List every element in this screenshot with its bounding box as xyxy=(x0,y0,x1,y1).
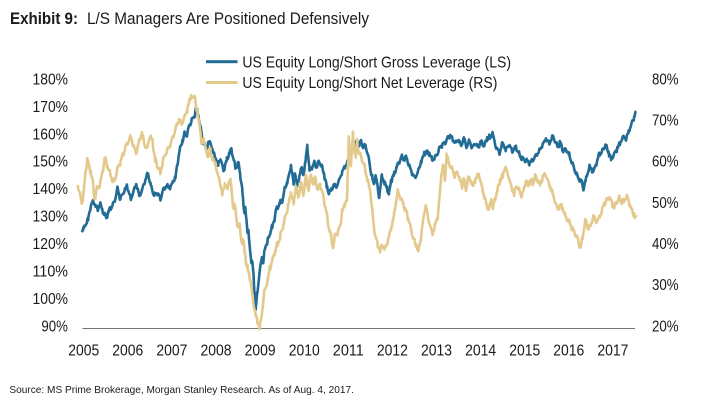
svg-text:170%: 170% xyxy=(33,99,69,116)
svg-text:2008: 2008 xyxy=(201,343,232,360)
svg-text:2014: 2014 xyxy=(465,343,496,360)
svg-text:Source: MS Prime Brokerage, Mo: Source: MS Prime Brokerage, Morgan Stanl… xyxy=(9,384,354,396)
svg-text:50%: 50% xyxy=(652,195,679,212)
svg-text:20%: 20% xyxy=(652,318,679,335)
svg-text:2009: 2009 xyxy=(245,343,276,360)
svg-text:2005: 2005 xyxy=(68,343,99,360)
svg-text:180%: 180% xyxy=(33,71,69,88)
svg-text:140%: 140% xyxy=(33,181,69,198)
svg-text:2007: 2007 xyxy=(156,343,187,360)
svg-text:100%: 100% xyxy=(33,291,69,308)
svg-text:110%: 110% xyxy=(33,263,69,280)
svg-text:40%: 40% xyxy=(652,236,679,253)
svg-text:2013: 2013 xyxy=(421,343,452,360)
svg-text:130%: 130% xyxy=(33,209,69,226)
svg-text:2011: 2011 xyxy=(333,343,364,360)
svg-text:2010: 2010 xyxy=(289,343,320,360)
svg-text:150%: 150% xyxy=(33,154,69,171)
svg-text:80%: 80% xyxy=(652,71,679,88)
svg-text:Exhibit 9:: Exhibit 9: xyxy=(10,9,78,28)
svg-text:US Equity Long/Short Net Lever: US Equity Long/Short Net Leverage (RS) xyxy=(242,75,497,92)
svg-text:70%: 70% xyxy=(652,113,679,130)
svg-text:30%: 30% xyxy=(652,277,679,294)
svg-text:2006: 2006 xyxy=(112,343,143,360)
svg-text:L/S Managers Are Positioned De: L/S Managers Are Positioned Defensively xyxy=(87,9,369,28)
svg-text:2012: 2012 xyxy=(377,343,408,360)
svg-text:160%: 160% xyxy=(33,126,69,143)
svg-text:60%: 60% xyxy=(652,154,679,171)
svg-text:90%: 90% xyxy=(41,318,68,335)
svg-text:2017: 2017 xyxy=(597,343,628,360)
svg-text:US Equity Long/Short Gross Lev: US Equity Long/Short Gross Leverage (LS) xyxy=(242,54,511,71)
svg-text:2015: 2015 xyxy=(509,343,540,360)
svg-text:2016: 2016 xyxy=(553,343,584,360)
svg-text:120%: 120% xyxy=(33,236,69,253)
